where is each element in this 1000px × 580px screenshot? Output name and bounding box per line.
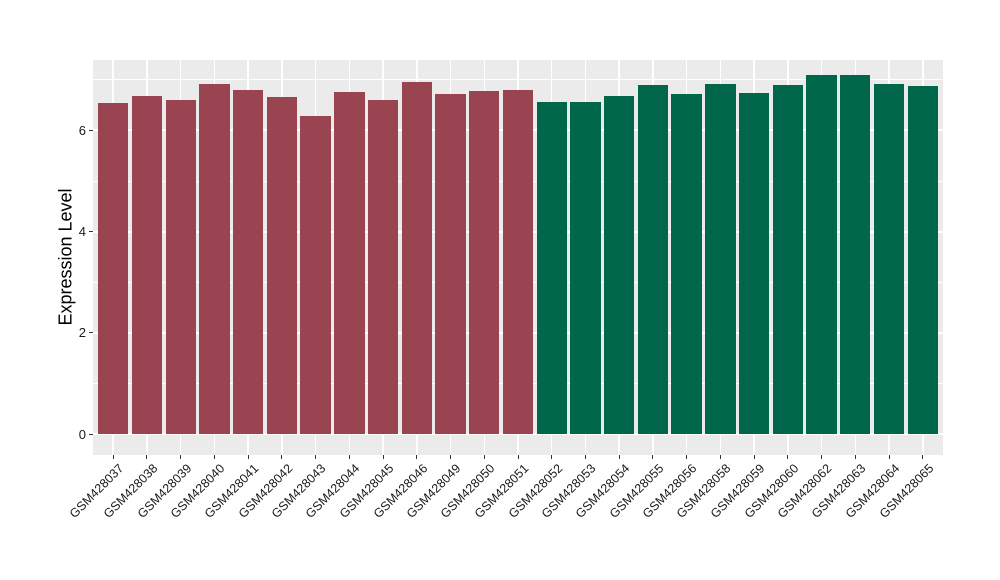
bar-GSM428046 <box>401 82 432 435</box>
y-tick-mark <box>89 231 93 233</box>
x-tick-mark <box>652 455 654 459</box>
y-axis-title: Expression Level <box>55 188 76 326</box>
bar-GSM428037 <box>98 103 129 435</box>
bar-GSM428052 <box>536 102 567 435</box>
bar-GSM428060 <box>772 84 803 435</box>
y-tick-label: 4 <box>78 224 86 240</box>
y-tick-mark <box>89 129 93 131</box>
x-tick-mark <box>247 455 249 459</box>
x-tick-mark <box>213 455 215 459</box>
y-tick-label: 2 <box>78 325 86 341</box>
x-tick-mark <box>922 455 924 459</box>
bar-GSM428055 <box>637 84 669 435</box>
bar-GSM428056 <box>671 94 702 435</box>
bar-GSM428054 <box>604 96 635 435</box>
x-tick-mark <box>787 455 789 459</box>
bar-GSM428062 <box>806 74 837 435</box>
bar-GSM428045 <box>367 100 399 435</box>
bar-GSM428049 <box>435 93 466 435</box>
bar-GSM428040 <box>199 83 230 435</box>
bar-GSM428059 <box>738 92 770 435</box>
bar-GSM428044 <box>334 92 365 435</box>
x-tick-mark <box>854 455 856 459</box>
x-tick-mark <box>112 455 114 459</box>
bar-GSM428043 <box>300 116 331 435</box>
x-tick-mark <box>348 455 350 459</box>
plot-panel <box>93 60 943 455</box>
bar-GSM428038 <box>131 95 163 435</box>
x-tick-mark <box>551 455 553 459</box>
x-tick-mark <box>483 455 485 459</box>
x-tick-mark <box>618 455 620 459</box>
bar-GSM428039 <box>165 99 196 435</box>
bar-GSM428064 <box>873 83 905 435</box>
y-tick-mark <box>89 433 93 435</box>
bar-GSM428053 <box>570 102 601 435</box>
bar-GSM428041 <box>232 89 264 435</box>
bar-GSM428063 <box>840 74 871 435</box>
bar-GSM428050 <box>469 91 500 435</box>
x-tick-mark <box>146 455 148 459</box>
x-tick-mark <box>719 455 721 459</box>
x-tick-mark <box>382 455 384 459</box>
x-tick-mark <box>450 455 452 459</box>
x-tick-mark <box>180 455 182 459</box>
x-tick-mark <box>686 455 688 459</box>
y-tick-label: 0 <box>78 426 86 442</box>
x-tick-mark <box>584 455 586 459</box>
bar-GSM428042 <box>266 97 298 435</box>
y-tick-label: 6 <box>78 122 86 138</box>
x-tick-mark <box>315 455 317 459</box>
bar-GSM428058 <box>705 84 736 435</box>
x-tick-mark <box>281 455 283 459</box>
x-tick-mark <box>821 455 823 459</box>
x-tick-mark <box>753 455 755 459</box>
x-tick-mark <box>416 455 418 459</box>
y-tick-mark <box>89 332 93 334</box>
x-tick-mark <box>517 455 519 459</box>
bar-GSM428065 <box>907 85 938 435</box>
bar-GSM428051 <box>502 89 534 435</box>
x-tick-mark <box>888 455 890 459</box>
